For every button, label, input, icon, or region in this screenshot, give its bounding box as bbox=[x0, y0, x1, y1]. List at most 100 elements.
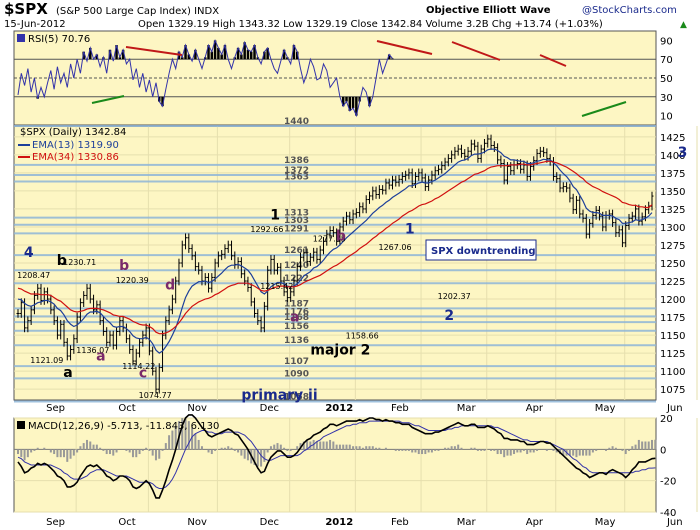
ema34-line bbox=[17, 160, 653, 335]
downtrend-callout-text: SPX downtrending bbox=[431, 246, 536, 257]
month-tick-label: Dec bbox=[260, 403, 279, 414]
price-annotation: 1158.66 bbox=[346, 332, 379, 341]
level-label: 1240 bbox=[284, 261, 309, 271]
price-tick-label: 1100 bbox=[660, 367, 685, 378]
rsi-tick-label: 10 bbox=[660, 112, 673, 123]
price-legend: $SPX (Daily) 1342.84 EMA(13) 1319.90 EMA… bbox=[18, 127, 126, 163]
wave-label: b bbox=[119, 258, 129, 274]
wave-label: c bbox=[139, 366, 147, 382]
macd-legend: MACD(12,26,9) -5.713, -11.843, 6.130 bbox=[17, 421, 219, 432]
price-annotation: 1215.42 bbox=[260, 282, 293, 291]
level-label: 1303 bbox=[284, 216, 309, 226]
rsi-legend: RSI(5) 70.76 bbox=[17, 34, 90, 45]
wave-label: 4 bbox=[24, 245, 34, 261]
rsi-divergence-red-3 bbox=[451, 41, 501, 61]
rsi-legend-swatch bbox=[17, 34, 25, 42]
price-tick-label: 1150 bbox=[660, 331, 685, 342]
price-tick-label: 1075 bbox=[660, 385, 685, 396]
month-tick-label-bottom: Oct bbox=[118, 517, 135, 528]
month-tick-label-bottom: Jun bbox=[666, 517, 683, 528]
price-tick-label: 1175 bbox=[660, 313, 685, 324]
price-tick-label: 1200 bbox=[660, 295, 685, 306]
price-tick-label: 1300 bbox=[660, 223, 685, 234]
macd-legend-swatch bbox=[17, 421, 25, 429]
price-tick-labels: 1075 1100 1125 1150 1175 1200 1225 1250 1275 1300… bbox=[660, 133, 685, 396]
symbol-name: (S&P 500 Large Cap Index) INDX bbox=[56, 6, 219, 17]
wave-label: 2 bbox=[444, 308, 454, 324]
quote-up-icon: ▲ bbox=[680, 20, 687, 30]
month-tick-label: Feb bbox=[391, 403, 409, 414]
rsi-series bbox=[17, 38, 394, 118]
macd-plot-area bbox=[13, 417, 657, 513]
month-tick-label-bottom: Nov bbox=[187, 517, 207, 528]
wave-label: 1 bbox=[270, 208, 280, 224]
price-tick-label: 1350 bbox=[660, 187, 685, 198]
rsi-tick-label: 90 bbox=[660, 36, 673, 47]
rsi-tick-labels: 10 30 50 70 90 bbox=[660, 36, 673, 122]
rsi-divergence-green-2 bbox=[581, 101, 627, 117]
price-annotation: 1074.77 bbox=[139, 391, 172, 400]
price-annotation: 1114.22 bbox=[122, 362, 155, 371]
macd-legend-label: MACD(12,26,9) -5.713, -11.843, 6.130 bbox=[28, 421, 219, 432]
rsi-divergence-red-2 bbox=[376, 40, 433, 55]
month-axis: Sep Oct Nov Dec 2012 Feb Mar Apr May Jun Sep Oct Nov… bbox=[46, 403, 682, 528]
macd-tick-label: -20 bbox=[660, 477, 676, 488]
wave-label: a bbox=[96, 348, 105, 364]
ema13-line bbox=[17, 148, 653, 354]
month-tick-label-bottom: May bbox=[595, 517, 616, 528]
macd-panel: -40 -20 0 20 MACD(12,26,9) -5.713, -11.843,… bbox=[13, 414, 698, 519]
wave-label: b bbox=[57, 253, 67, 269]
month-tick-label-bottom: Mar bbox=[457, 517, 477, 528]
macd-tick-label: 0 bbox=[660, 445, 666, 456]
level-label: 1187 bbox=[284, 299, 309, 309]
macd-series bbox=[17, 414, 657, 499]
price-tick-label: 1250 bbox=[660, 259, 685, 270]
level-label: 1107 bbox=[284, 357, 309, 367]
price-annotation: 1267.06 bbox=[378, 243, 411, 252]
level-label: 1313 bbox=[284, 209, 309, 219]
price-tick-label: 1125 bbox=[660, 349, 685, 360]
price-annotation: 1202.37 bbox=[438, 292, 471, 301]
wave-label: 3 bbox=[678, 145, 688, 161]
price-tick-label: 1225 bbox=[660, 277, 685, 288]
price-gridlines bbox=[14, 126, 698, 400]
chart-header: $SPX (S&P 500 Large Cap Index) INDX Obje… bbox=[4, 0, 687, 30]
month-tick-label-bottom: Apr bbox=[526, 517, 544, 528]
wave-label: b bbox=[336, 229, 346, 245]
level-label: 1222 bbox=[284, 274, 309, 284]
price-annotation: 1136.07 bbox=[76, 346, 109, 355]
level-label: 1261 bbox=[284, 246, 309, 256]
downtrend-callout-box bbox=[425, 239, 537, 261]
month-tick-label: Apr bbox=[526, 403, 544, 414]
brand-label: Objective Elliott Wave bbox=[426, 5, 551, 16]
price-annotation: 1220.39 bbox=[116, 276, 149, 285]
macd-gridlines bbox=[14, 417, 698, 513]
macd-tick-label: 20 bbox=[660, 414, 673, 425]
price-tick-label: 1325 bbox=[660, 205, 685, 216]
level-label: 1363 bbox=[284, 173, 309, 183]
rsi-tick-label: 70 bbox=[660, 55, 673, 66]
wave-label: a bbox=[63, 365, 72, 381]
month-tick-label: Mar bbox=[457, 403, 477, 414]
level-label: 1168 bbox=[284, 313, 309, 323]
rsi-divergence-red-4 bbox=[539, 54, 567, 67]
wave-count-label: major 2 bbox=[310, 343, 370, 359]
month-tick-label: Jun bbox=[666, 403, 683, 414]
level-label: 1136 bbox=[284, 336, 309, 346]
date-label: 15-Jun-2012 bbox=[4, 19, 66, 30]
level-label: 1440 bbox=[284, 117, 309, 127]
rsi-tick-label: 50 bbox=[660, 74, 673, 85]
month-tick-label-bottom: Dec bbox=[260, 517, 279, 528]
month-tick-label: May bbox=[595, 403, 616, 414]
level-label: 1058 bbox=[284, 392, 309, 402]
watermark-label: @StockCharts.com bbox=[582, 5, 677, 16]
month-tick-label-bottom: Sep bbox=[46, 517, 65, 528]
ema13-legend-label: EMA(13) 1319.90 bbox=[32, 140, 119, 151]
price-tick-label: 1275 bbox=[660, 241, 685, 252]
level-label: 1156 bbox=[284, 322, 309, 332]
price-annotations: 1208.47 1230.71 1220.39 1121.09 1136.07 1114.… bbox=[17, 145, 688, 403]
price-annotation: 1230.71 bbox=[63, 258, 96, 267]
wave-label: a bbox=[290, 309, 299, 325]
